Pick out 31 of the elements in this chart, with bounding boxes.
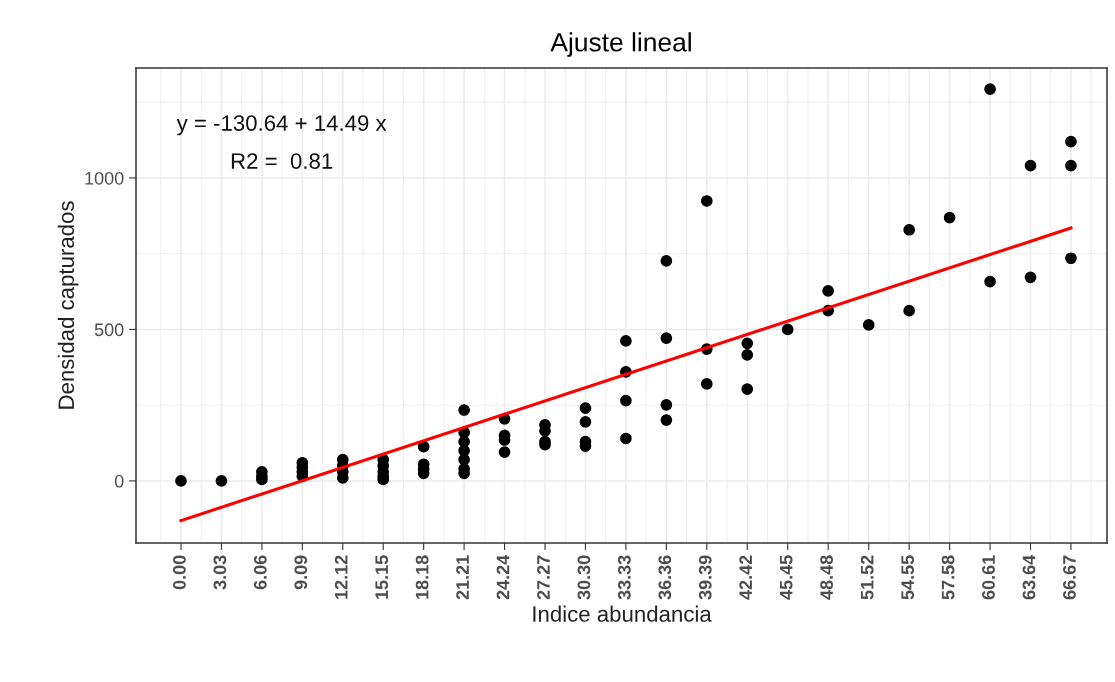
x-tick-label: 0.00 [173, 555, 186, 590]
annotation: y = -130.64 + 14.49 x [176, 115, 387, 136]
x-tick-label: 6.06 [253, 555, 267, 590]
x-tick-label: 66.67 [1063, 555, 1076, 600]
x-tick-label: 30.30 [577, 555, 591, 600]
x-tick-label: 12.12 [334, 555, 348, 599]
x-tick-label: 63.64 [1022, 554, 1036, 600]
x-tick-label: 51.52 [860, 555, 874, 600]
x-tick-label: 57.58 [941, 555, 955, 600]
y-axis-title: Densidad capturados [57, 201, 79, 409]
y-tick-label: 1000 [85, 171, 124, 185]
x-tick-label: 39.39 [698, 555, 712, 600]
y-tick-label: 500 [94, 323, 124, 337]
x-tick-label: 18.18 [415, 555, 429, 599]
x-tick-label: 15.15 [375, 555, 389, 599]
x-tick-label: 21.21 [456, 555, 469, 600]
x-tick-label: 33.33 [617, 555, 631, 600]
x-tick-label: 36.36 [658, 555, 672, 600]
x-tick-label: 45.45 [779, 555, 793, 600]
x-tick-label: 3.03 [213, 555, 227, 590]
x-axis-title: Indice abundancia [533, 605, 712, 622]
x-tick-label: 48.48 [820, 555, 833, 600]
x-tick-label: 42.42 [739, 555, 752, 600]
annotation: R2 = 0.81 [231, 153, 333, 169]
x-tick-label: 9.09 [294, 555, 308, 590]
x-tick-label: 60.61 [982, 555, 995, 600]
x-tick-label: 54.55 [901, 555, 915, 600]
chart-title: Ajuste lineal [550, 32, 691, 57]
y-tick-label: 0 [114, 474, 124, 488]
x-tick-label: 27.27 [537, 555, 550, 600]
x-tick-label: 24.24 [496, 554, 510, 600]
